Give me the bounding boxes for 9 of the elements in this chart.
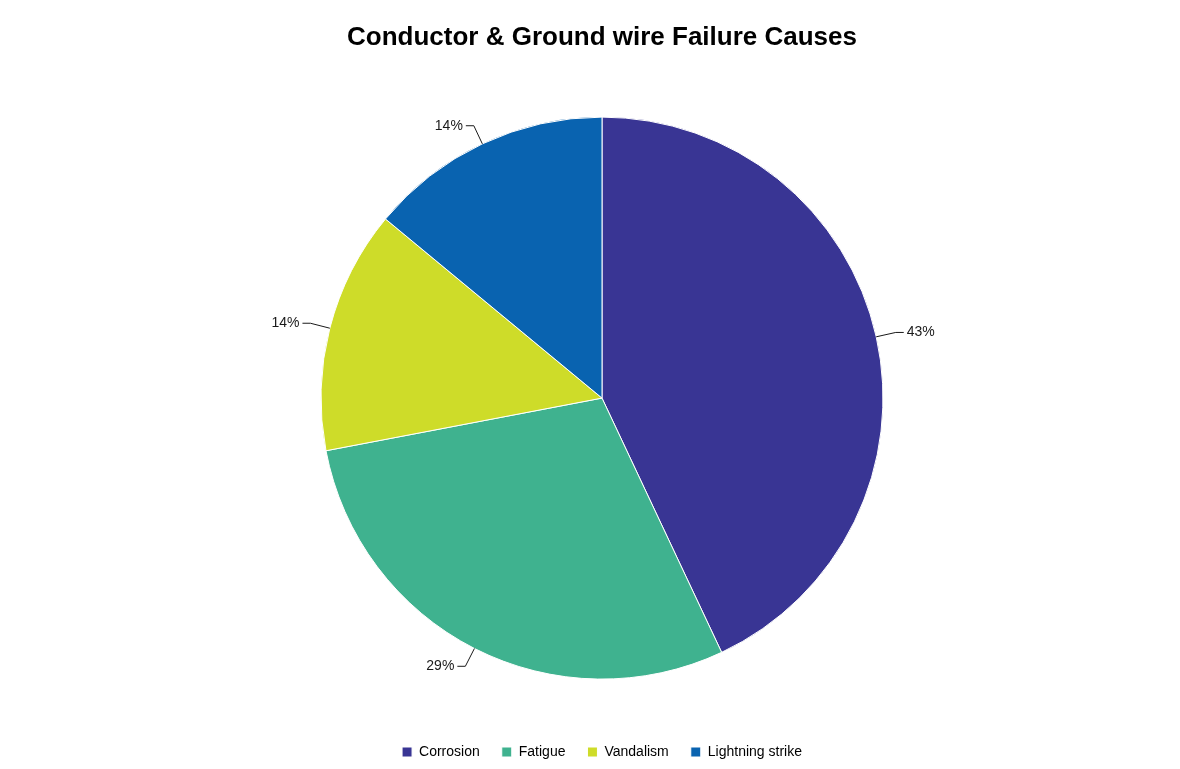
legend-label: Vandalism — [604, 742, 669, 759]
data-label: 14% — [434, 116, 463, 133]
legend-label: Corrosion — [419, 742, 480, 759]
data-label: 43% — [906, 323, 935, 340]
legend-label: Lightning strike — [707, 742, 803, 759]
legend-label: Fatigue — [518, 742, 566, 759]
data-label: 14% — [271, 314, 300, 331]
data-label: 29% — [426, 657, 455, 674]
chart-title: Conductor & Ground wire Failure Causes — [347, 20, 857, 51]
